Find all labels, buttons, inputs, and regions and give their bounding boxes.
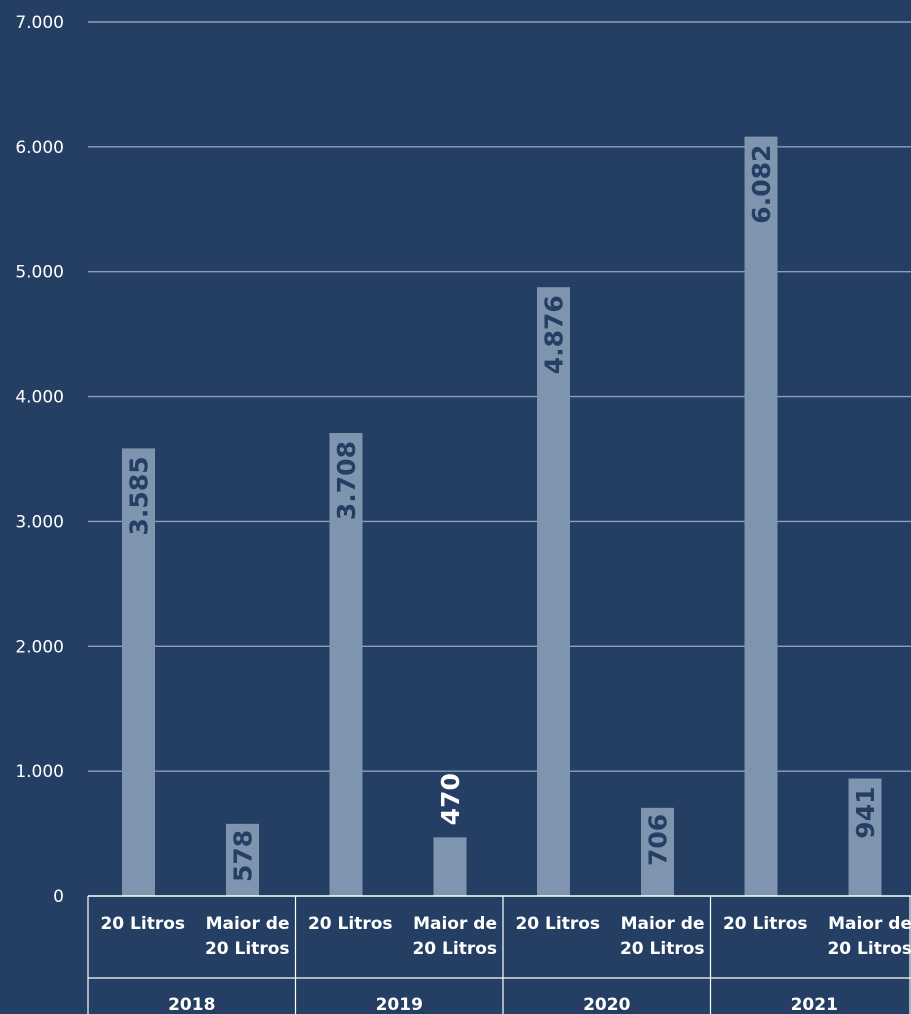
bars — [122, 136, 882, 897]
bar — [641, 807, 674, 896]
bar-value-label: 941 — [851, 787, 880, 839]
y-tick-label: 7.000 — [15, 13, 64, 33]
category-label: Maior de — [621, 914, 705, 934]
bar-value-label: 3.585 — [125, 456, 154, 535]
bar — [537, 287, 570, 897]
y-tick-label: 5.000 — [15, 263, 64, 283]
year-label: 2020 — [583, 995, 630, 1014]
bar-value-label: 4.876 — [540, 295, 569, 374]
y-tick-label: 3.000 — [15, 512, 64, 532]
bar-value-label: 706 — [644, 814, 673, 866]
bar — [122, 448, 155, 896]
category-label: 20 Litros — [723, 914, 808, 934]
bar-value-label: 6.082 — [747, 145, 776, 224]
bar-value-label: 470 — [436, 773, 465, 825]
y-axis: 0 1.000 2.000 3.000 4.000 5.000 6.000 7.000 — [15, 13, 64, 907]
category-label: Maior de — [828, 914, 911, 934]
y-tick-label: 4.000 — [15, 388, 64, 408]
bar — [329, 433, 363, 896]
data-labels: 3.585 578 3.708 470 4.876 706 6.082 941 — [125, 145, 881, 882]
year-label: 2018 — [168, 995, 215, 1014]
category-label: 20 Litros — [100, 914, 185, 934]
category-label: 20 Litros — [827, 939, 911, 959]
y-tick-label: 1.000 — [15, 762, 64, 782]
bar-value-label: 578 — [229, 830, 258, 882]
category-label: Maior de — [206, 914, 290, 934]
year-label: 2019 — [376, 995, 423, 1014]
bar — [433, 837, 467, 896]
category-label: 20 Litros — [515, 914, 600, 934]
category-label: 20 Litros — [412, 939, 497, 959]
category-label: 20 Litros — [620, 939, 705, 959]
bar — [744, 136, 778, 897]
y-tick-label: 2.000 — [15, 637, 64, 657]
category-label: Maior de — [413, 914, 497, 934]
bar — [848, 778, 882, 896]
year-label: 2021 — [791, 995, 838, 1014]
bar-value-label: 3.708 — [332, 441, 361, 520]
category-label: 20 Litros — [308, 914, 393, 934]
category-label: 20 Litros — [205, 939, 290, 959]
x-axis: 20 Litros Maior de 20 Litros 2018 20 Litros M… — [87, 895, 911, 1014]
bar — [226, 823, 259, 896]
y-tick-label: 6.000 — [15, 138, 64, 158]
y-tick-label: 0 — [53, 887, 64, 907]
